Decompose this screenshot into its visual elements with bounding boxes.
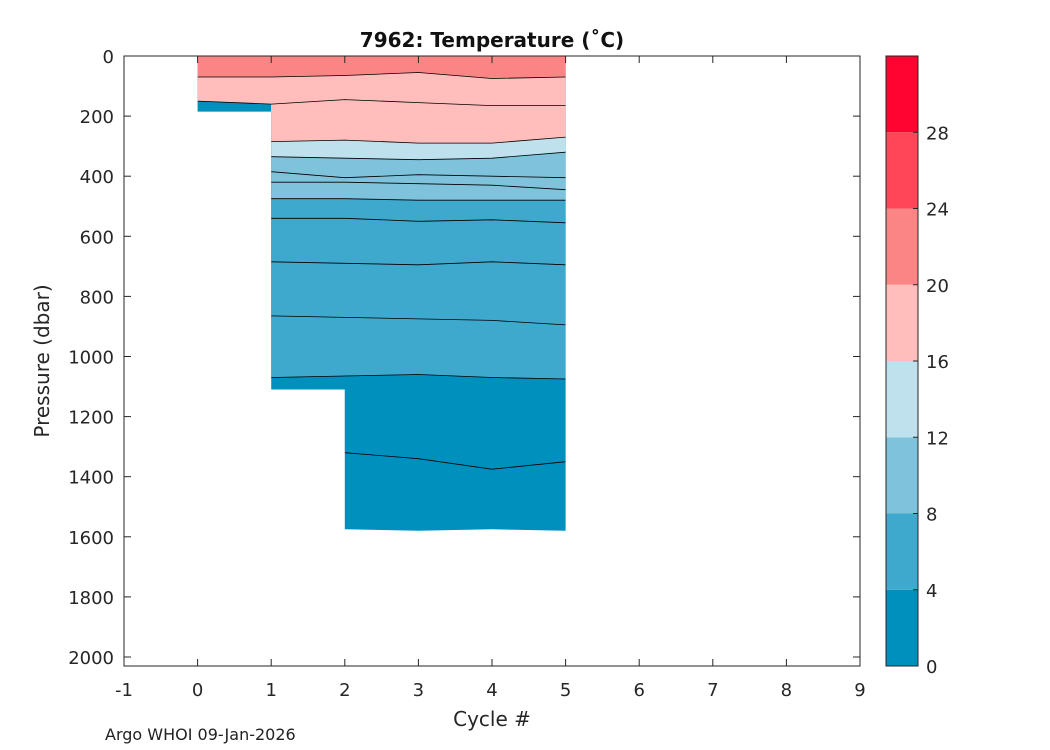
isotherm-12: [271, 151, 566, 161]
x-axis-label: Cycle #: [453, 707, 531, 731]
y-tick-label: 1800: [68, 588, 114, 609]
colorbar-tick-label: 4: [926, 581, 937, 602]
x-axis: -1 0 1 2 3 4 5 6 7 8 9: [115, 56, 866, 701]
colorbar-level: [886, 513, 918, 590]
y-tick-label: 2000: [68, 648, 114, 669]
y-tick-label: 1400: [68, 468, 114, 489]
colorbar-tick-label: 0: [926, 657, 937, 678]
colorbar: 0 4 8 12 16 20 24 28: [885, 55, 949, 678]
band-20-24: [197, 56, 566, 79]
contour-fill-layer: [197, 56, 566, 531]
y-axis-label: Pressure (dbar): [30, 284, 54, 437]
colorbar-level: [886, 208, 918, 285]
isotherm-3: [344, 452, 566, 470]
x-tick-label: 0: [192, 680, 203, 701]
x-tick-label: 3: [413, 680, 424, 701]
colorbar-tick-label: 8: [926, 505, 937, 526]
isotherm-20: [197, 72, 566, 79]
y-tick-label: 1200: [68, 408, 114, 429]
x-tick-label: 4: [486, 680, 497, 701]
isotherm-lines-layer: [197, 72, 566, 470]
y-tick-label: 600: [80, 227, 114, 248]
colorbar-level: [886, 284, 918, 361]
y-tick-label: 0: [103, 47, 114, 68]
colorbar-tick-label: 28: [926, 123, 949, 144]
y-axis: 0 200 400 600 800 1000 1200 1400 1600 1800 2000: [68, 47, 860, 669]
isotherm-9: [271, 181, 566, 191]
colorbar-tick-label: 20: [926, 276, 949, 297]
colorbar-level: [886, 589, 918, 666]
isotherm-4: [271, 374, 566, 380]
isotherm-5: [271, 315, 566, 326]
isotherm-14: [271, 136, 566, 144]
x-tick-label: 6: [633, 680, 644, 701]
contour-bands: [197, 56, 566, 531]
x-tick-label: 9: [854, 680, 865, 701]
colorbar-tick-label: 24: [926, 200, 949, 221]
x-tick-label: 7: [707, 680, 718, 701]
colorbar-level: [886, 437, 918, 514]
colorbar-level: [886, 132, 918, 209]
colorbar-level: [886, 361, 918, 438]
isotherm-8: [271, 198, 566, 201]
colorbar-tick-label: 12: [926, 428, 949, 449]
colorbar-level: [886, 56, 918, 133]
x-tick-label: -1: [115, 680, 133, 701]
x-tick-label: 8: [781, 680, 792, 701]
x-tick-label: 5: [560, 680, 571, 701]
x-tick-label: 1: [265, 680, 276, 701]
y-tick-label: 800: [80, 287, 114, 308]
isotherm-10: [271, 171, 566, 179]
credit-footer: Argo WHOI 09-Jan-2026: [105, 725, 296, 744]
isotherm-7: [271, 217, 566, 224]
chart-title: 7962: Temperature (˚C): [360, 28, 624, 52]
y-tick-label: 400: [80, 167, 114, 188]
isotherm-6: [271, 261, 566, 266]
y-tick-label: 200: [80, 107, 114, 128]
y-tick-label: 1000: [68, 347, 114, 368]
x-tick-label: 2: [339, 680, 350, 701]
colorbar-tick-label: 16: [926, 352, 949, 373]
isotherm-16: [197, 99, 566, 106]
y-tick-label: 1600: [68, 528, 114, 549]
